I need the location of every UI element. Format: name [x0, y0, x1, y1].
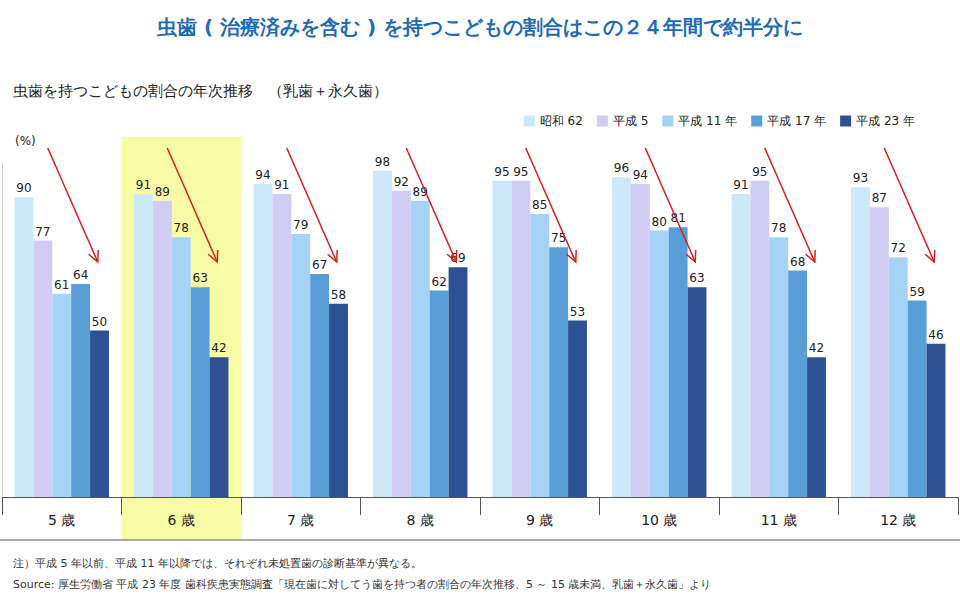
- svg-text:62: 62: [431, 275, 446, 289]
- svg-text:11 歳: 11 歳: [761, 512, 797, 528]
- svg-text:94: 94: [633, 168, 648, 182]
- svg-text:昭和 62: 昭和 62: [540, 114, 583, 128]
- svg-text:85: 85: [532, 198, 547, 212]
- svg-text:96: 96: [614, 161, 629, 175]
- svg-text:89: 89: [412, 184, 428, 199]
- svg-text:8 歳: 8 歳: [407, 512, 434, 528]
- svg-text:89: 89: [155, 185, 170, 199]
- svg-text:92: 92: [394, 175, 409, 189]
- svg-text:95: 95: [513, 165, 528, 179]
- svg-text:69: 69: [450, 251, 466, 266]
- svg-text:平成 17 年: 平成 17 年: [767, 114, 826, 128]
- svg-text:93: 93: [853, 171, 868, 185]
- svg-text:75: 75: [551, 231, 567, 246]
- svg-text:91: 91: [136, 178, 151, 192]
- svg-text:6 歳: 6 歳: [168, 512, 195, 528]
- svg-text:平成 5: 平成 5: [613, 114, 648, 128]
- svg-text:虫歯 ( 治療済みを含む ) を持つこどもの割合はこの２４年: 虫歯 ( 治療済みを含む ) を持つこどもの割合はこの２４年間で約半分に: [156, 15, 803, 39]
- svg-text:77: 77: [35, 225, 50, 239]
- svg-text:注）平成 5 年以前、平成 11 年以降では、それぞれ未処置: 注）平成 5 年以前、平成 11 年以降では、それぞれ未処置歯の診断基準が異なる…: [13, 557, 422, 570]
- svg-text:平成 23 年: 平成 23 年: [856, 114, 915, 128]
- svg-text:7 歳: 7 歳: [287, 512, 314, 528]
- svg-text:58: 58: [331, 288, 346, 302]
- svg-text:94: 94: [255, 168, 270, 182]
- svg-text:虫歯を持つこどもの割合の年次推移 （乳歯＋永久歯）: 虫歯を持つこどもの割合の年次推移 （乳歯＋永久歯）: [13, 82, 388, 100]
- svg-text:46: 46: [928, 328, 943, 342]
- svg-text:91: 91: [733, 178, 748, 192]
- svg-text:98: 98: [375, 155, 390, 169]
- svg-text:(%): (%): [15, 134, 36, 148]
- svg-text:50: 50: [92, 315, 107, 329]
- svg-text:10 歳: 10 歳: [641, 512, 677, 528]
- svg-text:12 歳: 12 歳: [880, 512, 916, 528]
- svg-text:90: 90: [16, 181, 31, 195]
- svg-text:67: 67: [312, 258, 327, 272]
- svg-text:Source: 厚生労働省 平成 23 年度 歯科疾患実態調: Source: 厚生労働省 平成 23 年度 歯科疾患実態調査「現在歯に対してう…: [13, 578, 711, 591]
- svg-text:72: 72: [891, 241, 906, 255]
- svg-text:5 歳: 5 歳: [48, 512, 75, 528]
- svg-text:79: 79: [293, 218, 308, 232]
- svg-text:61: 61: [54, 278, 69, 292]
- svg-text:42: 42: [211, 341, 226, 355]
- svg-text:64: 64: [73, 268, 88, 282]
- svg-text:78: 78: [771, 221, 786, 235]
- svg-text:95: 95: [494, 165, 509, 179]
- svg-text:68: 68: [790, 255, 805, 269]
- svg-text:63: 63: [689, 271, 704, 285]
- svg-text:63: 63: [192, 271, 207, 285]
- svg-text:42: 42: [809, 341, 824, 355]
- svg-text:81: 81: [670, 211, 686, 226]
- svg-text:78: 78: [174, 221, 189, 235]
- svg-text:91: 91: [274, 178, 289, 192]
- svg-text:87: 87: [872, 191, 887, 205]
- svg-text:80: 80: [652, 215, 667, 229]
- svg-text:9 歳: 9 歳: [526, 512, 553, 528]
- svg-text:59: 59: [909, 285, 924, 299]
- svg-text:平成 11 年: 平成 11 年: [678, 114, 737, 128]
- svg-text:95: 95: [752, 165, 767, 179]
- svg-text:53: 53: [570, 305, 585, 319]
